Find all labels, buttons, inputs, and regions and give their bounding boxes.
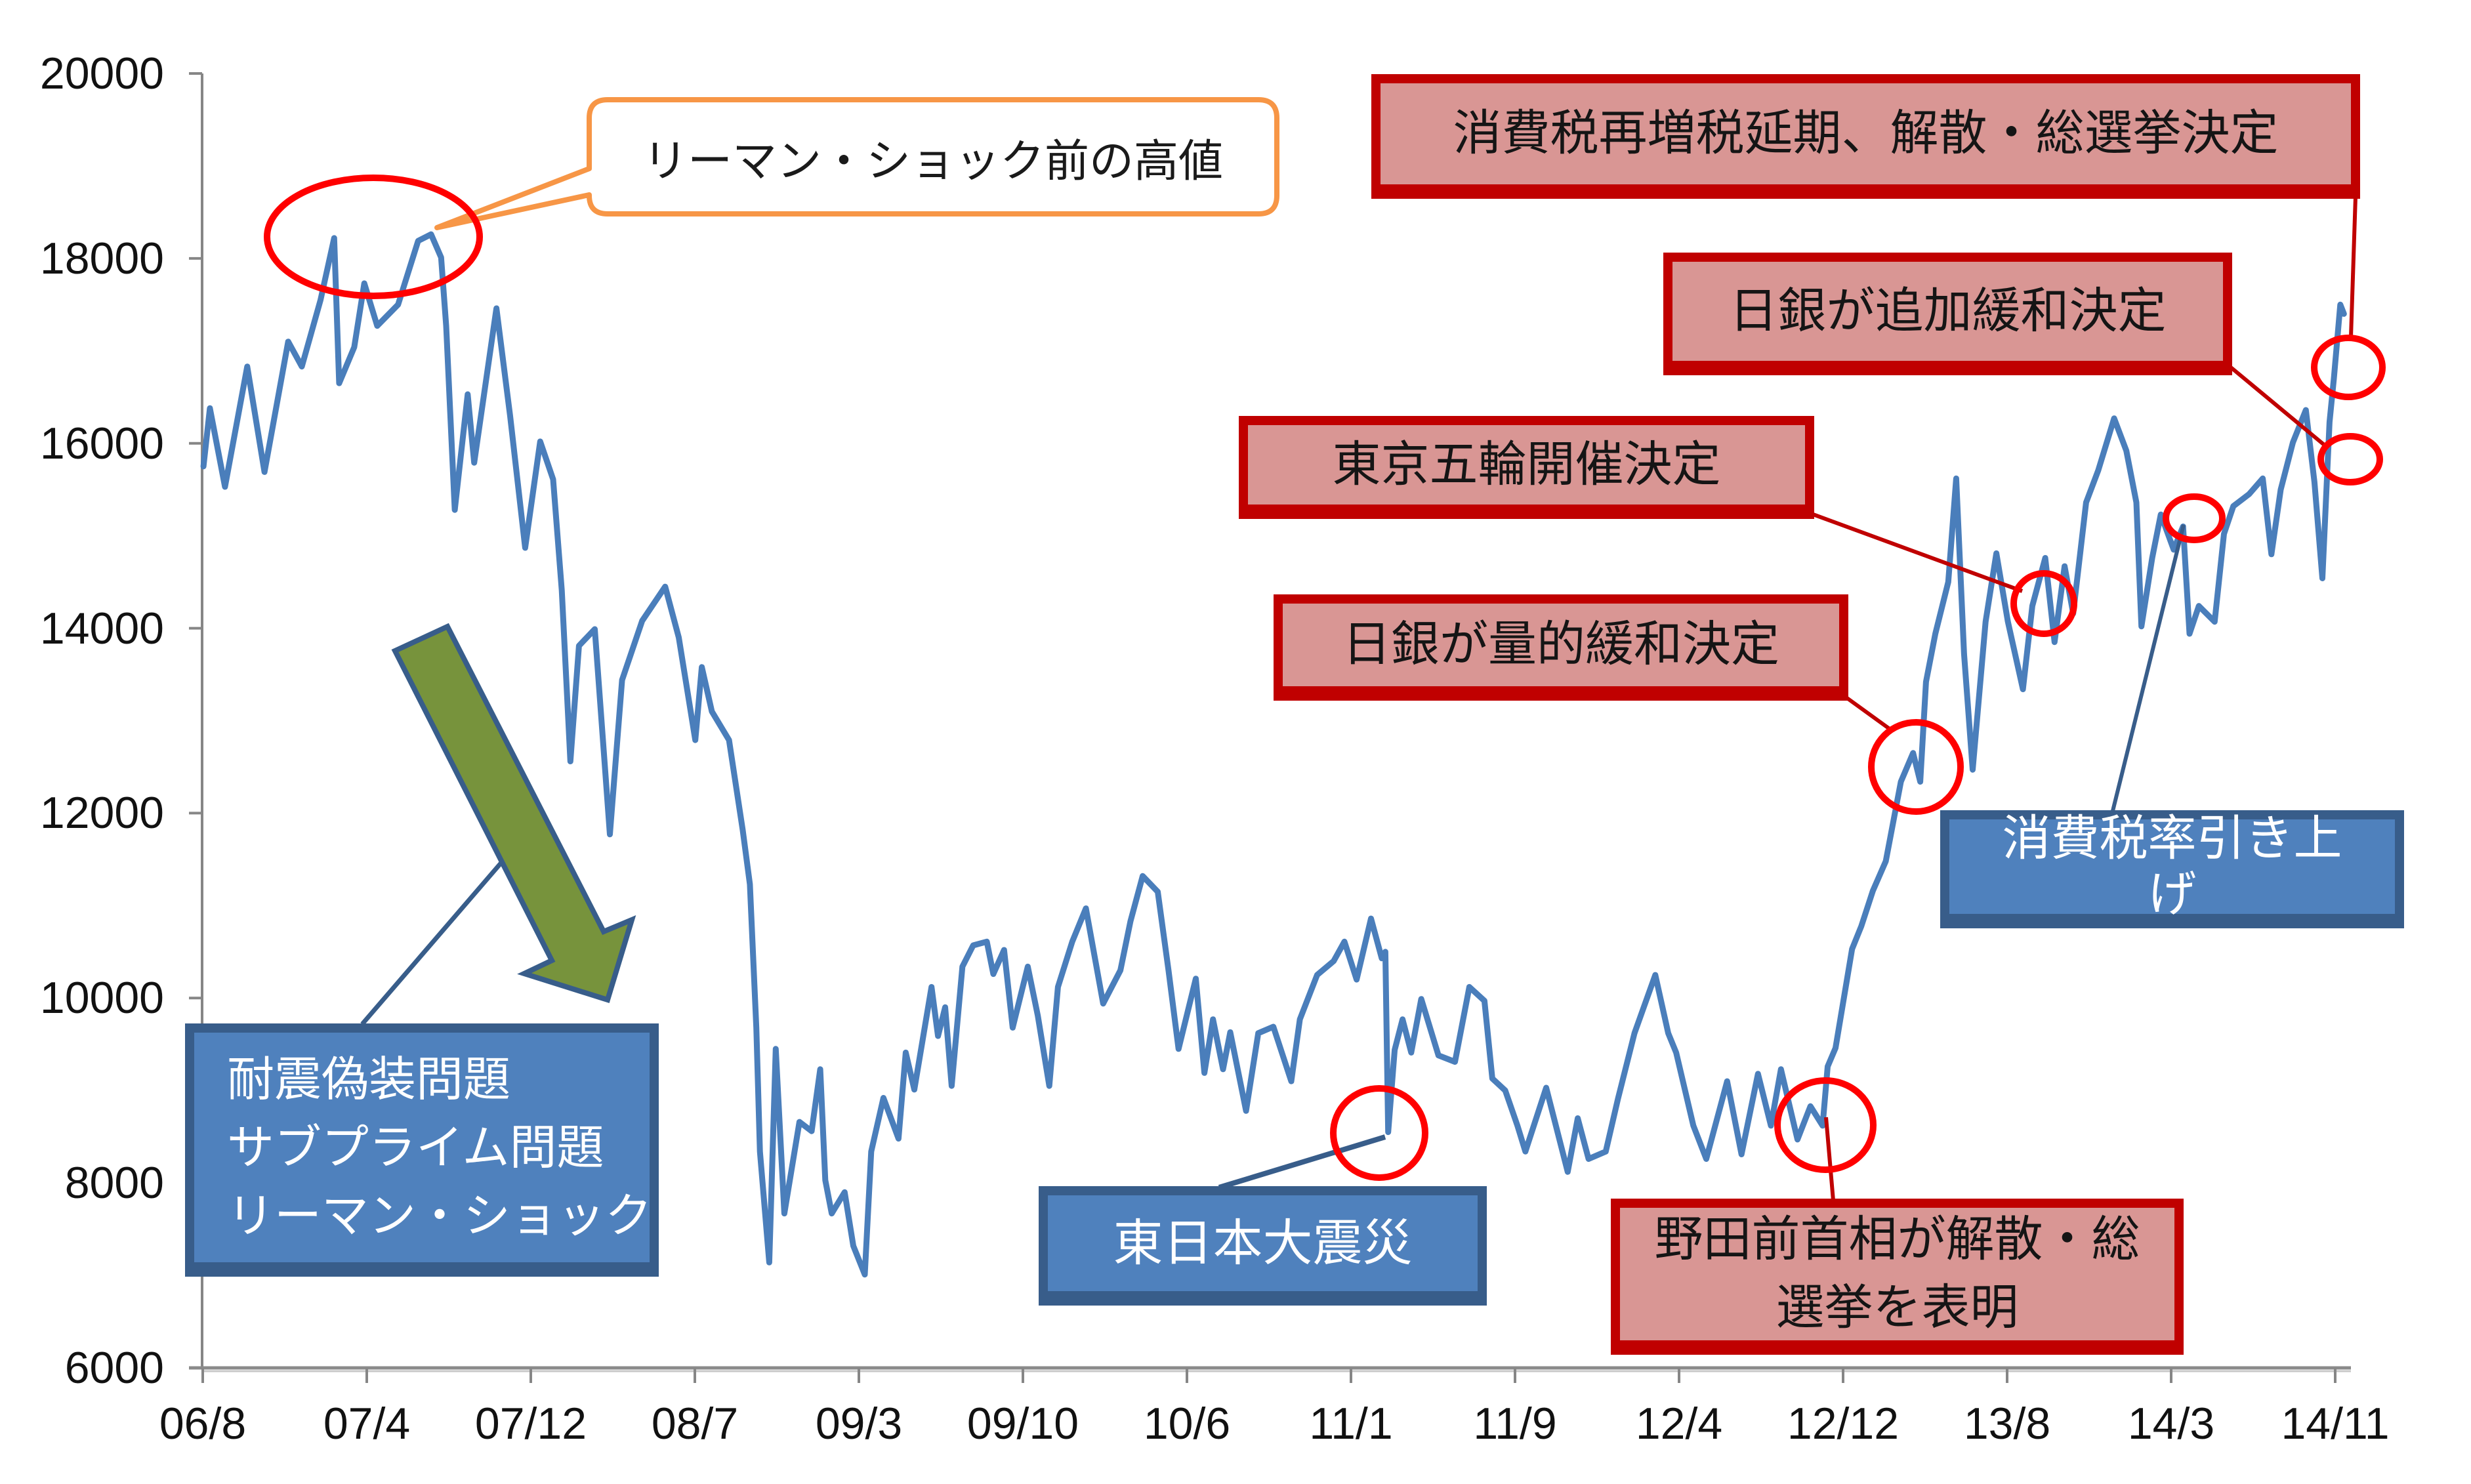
y-tick-label: 14000 xyxy=(39,603,164,653)
olympics-connector xyxy=(1806,510,2024,593)
boj-easing-circle xyxy=(2317,433,2383,485)
pre-lehman-callout-shape xyxy=(434,97,1279,230)
tax-delay-election-label: 消費税再増税延期、解散・総選挙決定 xyxy=(1453,105,2279,162)
crisis-line-3: リーマン・ショック xyxy=(227,1188,653,1243)
x-tick-label: 09/10 xyxy=(966,1399,1079,1449)
earthquake-connector xyxy=(1218,1134,1386,1190)
noda-dissolution-box: 野田前首相が解散・総選挙を表明 xyxy=(1611,1199,2184,1355)
crisis-line-1: 耐震偽装問題 xyxy=(227,1052,511,1107)
x-tick-label: 11/9 xyxy=(1473,1399,1557,1449)
y-tick-label: 16000 xyxy=(39,418,164,468)
x-tick-label: 12/4 xyxy=(1635,1399,1723,1449)
pre-lehman-peak-circle xyxy=(264,175,483,299)
crisis-box: 耐震偽装問題 サブプライム問題 リーマン・ショック xyxy=(185,1023,659,1277)
consumption-tax-hike-label: 消費税率引き上げ xyxy=(2002,810,2342,922)
x-tick-label: 07/12 xyxy=(474,1399,587,1449)
crisis-connector xyxy=(360,861,503,1026)
noda-dissolution-label: 野田前首相が解散・総選挙を表明 xyxy=(1654,1211,2140,1336)
crisis-line-2: サブプライム問題 xyxy=(227,1120,604,1175)
y-tick-label: 10000 xyxy=(39,973,164,1023)
x-tick-label: 09/3 xyxy=(815,1399,903,1449)
boj-qe-box: 日銀が量的緩和決定 xyxy=(1274,594,1848,701)
noda-circle xyxy=(1774,1077,1877,1173)
y-tick-label: 20000 xyxy=(39,49,164,98)
noda-connector xyxy=(1824,1117,1835,1201)
tokyo-olympics-label: 東京五輪開催決定 xyxy=(1332,436,1721,493)
x-tick-label: 14/3 xyxy=(2127,1399,2215,1449)
x-tick-label: 13/8 xyxy=(1963,1399,2051,1449)
earthquake-circle xyxy=(1330,1085,1428,1181)
tax-hike-connector xyxy=(2111,524,2186,812)
boj-additional-easing-box: 日銀が追加緩和決定 xyxy=(1663,253,2232,375)
x-tick-label: 10/6 xyxy=(1143,1399,1231,1449)
boj-qe-connector xyxy=(1846,696,1894,733)
boj-additional-easing-label: 日銀が追加緩和決定 xyxy=(1729,282,2167,339)
x-tick-label: 06/8 xyxy=(159,1399,247,1449)
x-tick-label: 08/7 xyxy=(651,1399,739,1449)
tax-delay-election-box: 消費税再増税延期、解散・総選挙決定 xyxy=(1371,74,2360,199)
x-tick-label: 07/4 xyxy=(323,1399,411,1449)
y-tick-label: 8000 xyxy=(64,1158,164,1208)
tax-hike-circle xyxy=(2163,493,2226,543)
tax-delay-connector xyxy=(2349,196,2357,338)
x-tick-label: 12/12 xyxy=(1787,1399,1900,1449)
consumption-tax-hike-box: 消費税率引き上げ xyxy=(1940,810,2404,928)
olympics-circle xyxy=(2010,570,2077,637)
x-tick-label: 11/1 xyxy=(1309,1399,1393,1449)
earthquake-label: 東日本大震災 xyxy=(1113,1214,1413,1273)
boj-qe-label: 日銀が量的緩和決定 xyxy=(1342,616,1779,673)
x-axis xyxy=(189,1366,2351,1383)
tokyo-olympics-box: 東京五輪開催決定 xyxy=(1239,416,1814,519)
boj-easing-connector xyxy=(2230,365,2329,449)
highlight-circles xyxy=(264,175,2386,1181)
earthquake-box: 東日本大震災 xyxy=(1039,1186,1487,1306)
x-tick-label: 14/11 xyxy=(2281,1399,2390,1449)
y-tick-label: 6000 xyxy=(64,1343,164,1393)
y-tick-label: 12000 xyxy=(39,788,164,838)
tax-delay-circle xyxy=(2311,335,2386,400)
boj-qe-circle xyxy=(1868,719,1964,815)
y-tick-label: 18000 xyxy=(39,233,164,283)
pre-lehman-high-label: リーマン・ショック前の高値 xyxy=(642,135,1223,188)
decline-arrow-icon xyxy=(391,623,636,1004)
